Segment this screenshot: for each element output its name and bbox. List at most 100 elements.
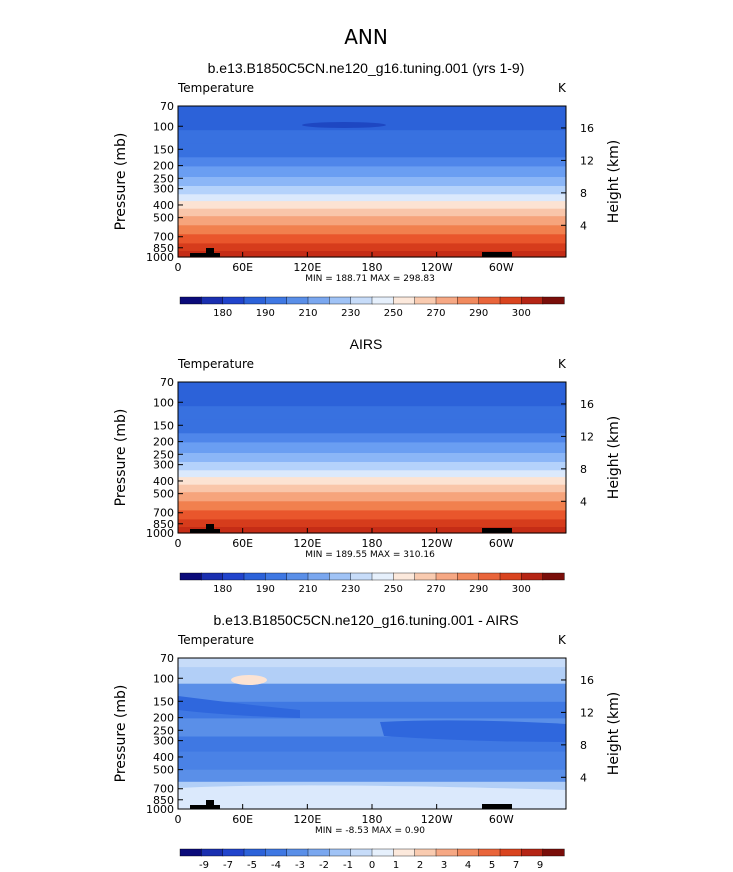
y-tick-label: 100 (153, 120, 174, 133)
y2-tick-label: 12 (580, 154, 594, 167)
y-tick-label: 850 (153, 242, 174, 255)
colorbar-swatch (286, 848, 309, 857)
warm-anomaly (231, 675, 267, 685)
colorbar-swatch (435, 572, 458, 581)
contour-band (178, 177, 566, 187)
contour-band (178, 442, 566, 454)
y-tick-label: 100 (153, 396, 174, 409)
colorbar-swatch (393, 572, 416, 581)
x-tick-label: 60E (232, 537, 253, 550)
colorbar-swatch (414, 848, 437, 857)
contour-band (178, 130, 566, 145)
y2-tick-label: 16 (580, 398, 594, 411)
colorbar-label: 210 (298, 584, 317, 595)
y-tick-label: 200 (153, 160, 174, 173)
colorbar: -9 -7 -5 -4 -3 -2 -1 0 1 2 3 4 5 7 9 (179, 848, 565, 871)
colorbar-swatch (329, 572, 352, 581)
field-label: Temperature (177, 81, 254, 95)
y-tick-label: 850 (153, 794, 174, 807)
contour-band (178, 667, 566, 685)
units-label: K (558, 81, 567, 95)
contour-band (178, 208, 566, 217)
colorbar-swatch (329, 296, 352, 305)
colorbar-swatch (265, 572, 288, 581)
colorbar-swatch (243, 296, 266, 305)
panel-title: b.e13.B1850C5CN.ne120_g16.tuning.001 (yr… (208, 60, 525, 76)
colorbar-label: -3 (295, 860, 305, 871)
colorbar-swatch (499, 296, 522, 305)
colorbar-label: 5 (489, 860, 495, 871)
y-tick-label: 200 (153, 712, 174, 725)
colorbar-label: 180 (213, 584, 232, 595)
y2-tick-label: 4 (580, 219, 587, 232)
x-tick-label: 120W (421, 261, 453, 274)
colorbar-label: 9 (537, 860, 543, 871)
contour-band (178, 106, 566, 115)
y2-tick-label: 12 (580, 430, 594, 443)
topography-mask (190, 524, 512, 533)
y-tick-label: 300 (153, 183, 174, 196)
contour-band (178, 501, 566, 511)
colorbar-swatch (542, 296, 565, 305)
colorbar-label: 300 (512, 584, 531, 595)
y-tick-label: 250 (153, 724, 174, 737)
y-axis-title: Pressure (mb) (113, 133, 129, 231)
y-tick-label: 500 (153, 212, 174, 225)
difference-features (178, 675, 566, 804)
page-title: ANN (344, 25, 388, 49)
contour-band (178, 683, 566, 703)
y-tick-label: 150 (153, 419, 174, 432)
contour-band (178, 186, 566, 195)
colorbar-label: 230 (341, 308, 360, 319)
y-tick-label: 250 (153, 172, 174, 185)
colorbar-label: 190 (256, 584, 275, 595)
contour-bands (178, 106, 566, 258)
y-tick-label: 500 (153, 764, 174, 777)
y-tick-label: 700 (153, 231, 174, 244)
x-tick-label: 60W (489, 537, 514, 550)
y-tick-label: 1000 (146, 527, 174, 540)
x-tick-label: 0 (175, 537, 182, 550)
contour-band (178, 382, 566, 391)
colorbar-swatch (521, 572, 544, 581)
contour-band (178, 658, 566, 668)
colorbar-label: 290 (469, 584, 488, 595)
colorbar-swatch (350, 296, 373, 305)
y-tick-label: 200 (153, 436, 174, 449)
colorbar-swatch (371, 296, 394, 305)
topography-mask (190, 248, 512, 257)
y-tick-label: 400 (153, 199, 174, 212)
topography (206, 524, 214, 533)
min-max-stats: MIN = 188.71 MAX = 298.83 (305, 274, 435, 284)
x-tick-label: 120E (293, 537, 321, 550)
x-tick-label: 180 (362, 813, 383, 826)
y-tick-label: 70 (160, 652, 174, 665)
contour-band (178, 419, 566, 434)
x-tick-label: 60W (489, 813, 514, 826)
y2-tick-label: 16 (580, 674, 594, 687)
contour-band (178, 751, 566, 771)
cold-anomaly (380, 720, 566, 742)
topography-mask (190, 800, 512, 809)
colorbar-swatch (243, 848, 266, 857)
colorbar-swatch (307, 848, 330, 857)
field-label: Temperature (177, 357, 254, 371)
colorbar-label: 190 (256, 308, 275, 319)
contour-band (178, 216, 566, 226)
contour-band (178, 143, 566, 158)
y2-tick-label: 8 (580, 463, 587, 476)
y-tick-label: 70 (160, 100, 174, 113)
y2-axis-title: Height (km) (606, 140, 622, 223)
colorbar-swatch (478, 296, 501, 305)
x-tick-label: 180 (362, 261, 383, 274)
colorbar-swatch (457, 572, 480, 581)
y2-tick-label: 4 (580, 771, 587, 784)
colorbar-swatch (201, 296, 224, 305)
colorbar-swatch (286, 572, 309, 581)
colorbar-label: -2 (319, 860, 329, 871)
colorbar-label: 270 (426, 584, 445, 595)
y2-tick-label: 8 (580, 187, 587, 200)
y-tick-label: 400 (153, 751, 174, 764)
colorbar-label: -5 (247, 860, 257, 871)
